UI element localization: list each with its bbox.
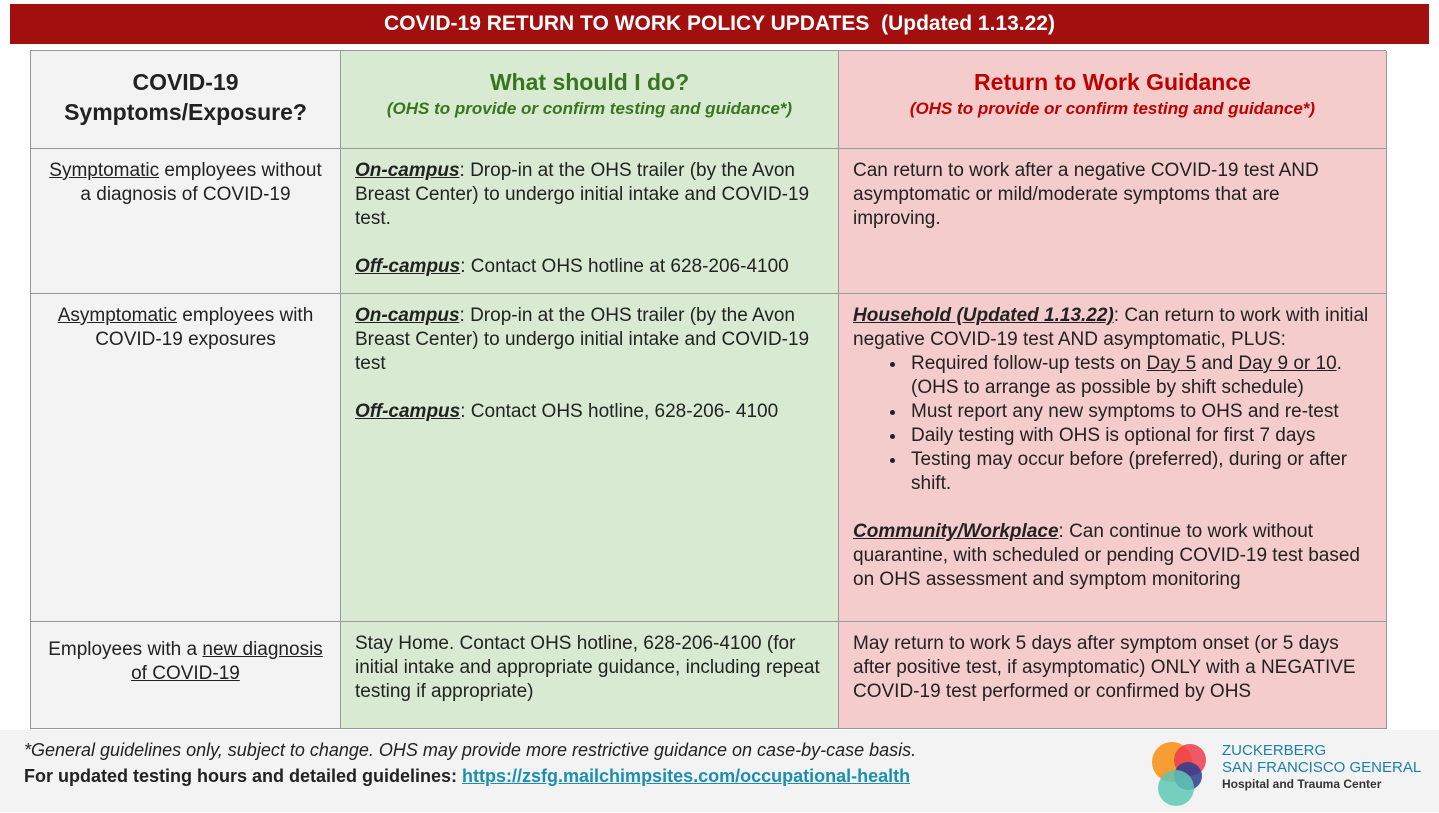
bullet-list: Required follow-up tests on Day 5 and Da… [853, 352, 1372, 496]
policy-table: COVID-19 Symptoms/Exposure? What should … [30, 50, 1387, 729]
paragraph: Off-campus: Contact OHS hotline at 628-2… [355, 255, 824, 279]
footnote: *General guidelines only, subject to cha… [24, 740, 917, 760]
paragraph: On-campus: Drop-in at the OHS trailer (b… [355, 304, 824, 376]
label: On-campus [355, 160, 460, 181]
logo-line: SAN FRANCISCO GENERAL [1222, 759, 1422, 776]
situation-cell: Employees with a new diagnosis of COVID-… [31, 622, 341, 729]
text: : Drop-in at the OHS trailer (by the Avo… [355, 305, 810, 374]
label: Off-campus [355, 256, 461, 277]
footer: *General guidelines only, subject to cha… [0, 730, 1439, 812]
text: Stay Home. Contact OHS hotline, 628-206-… [355, 633, 820, 702]
guidance-cell: Household (Updated 1.13.22): Can return … [839, 294, 1387, 622]
text: . (OHS to arrange as possible by shift s… [911, 353, 1342, 398]
label: Off-campus [355, 401, 461, 422]
header-subtitle: (OHS to provide or confirm testing and g… [909, 99, 1316, 118]
situation-cell: Asymptomatic employees with COVID-19 exp… [31, 294, 341, 622]
link-line: For updated testing hours and detailed g… [24, 766, 910, 787]
header-subtitle: (OHS to provide or confirm testing and g… [386, 99, 793, 118]
label: Household (Updated 1.13.22) [853, 305, 1114, 326]
logo-line: Hospital and Trauma Center [1222, 777, 1382, 791]
header-title: What should I do? [489, 69, 690, 95]
guidelines-link[interactable]: https://zsfg.mailchimpsites.com/occupati… [462, 766, 911, 786]
logo-mark [1152, 742, 1206, 806]
situation-cell: Symptomatic employees without a diagnosi… [31, 149, 341, 294]
bullet: Daily testing with OHS is optional for f… [907, 424, 1372, 448]
text: : Contact OHS hotline, 628-206- 4100 [460, 401, 779, 422]
situation-text: Employees with a [48, 639, 203, 660]
text: Required follow-up tests on [911, 353, 1147, 374]
paragraph: On-campus: Drop-in at the OHS trailer (b… [355, 159, 824, 231]
text: : Drop-in at the OHS trailer (by the Avo… [355, 160, 810, 229]
text: May return to work 5 days after symptom … [853, 633, 1356, 702]
header-title: COVID-19 Symptoms/Exposure? [64, 69, 307, 125]
logo-text: ZUCKERBERG SAN FRANCISCO GENERAL Hospita… [1222, 742, 1421, 793]
logo: ZUCKERBERG SAN FRANCISCO GENERAL Hospita… [1148, 738, 1438, 808]
title-bar: COVID-19 RETURN TO WORK POLICY UPDATES (… [10, 4, 1429, 44]
link-label: For updated testing hours and detailed g… [24, 766, 458, 786]
bullet: Testing may occur before (preferred), du… [907, 448, 1372, 496]
label: On-campus [355, 305, 460, 326]
text: : Can return to work with initial negati… [853, 305, 1369, 350]
underlined-term: Asymptomatic [57, 305, 178, 326]
text: and [1196, 353, 1239, 374]
underlined-term: new diagnosis of COVID-19 [131, 639, 323, 684]
bullet: Must report any new symptoms to OHS and … [907, 400, 1372, 424]
situation-text: employees without a diagnosis of COVID-1… [80, 160, 322, 205]
action-cell: Stay Home. Contact OHS hotline, 628-206-… [341, 622, 839, 729]
text: : Contact OHS hotline at 628-206-4100 [460, 256, 789, 277]
paragraph: Community/Workplace: Can continue to wor… [853, 520, 1372, 592]
header-cell: What should I do? (OHS to provide or conf… [341, 51, 839, 149]
action-cell: On-campus: Drop-in at the OHS trailer (b… [341, 294, 839, 622]
text: : Can continue to work without quarantin… [853, 521, 1360, 590]
paragraph: Household (Updated 1.13.22): Can return … [853, 304, 1372, 352]
guidance-cell: Can return to work after a negative COVI… [839, 149, 1387, 294]
bullet: Required follow-up tests on Day 5 and Da… [907, 352, 1372, 400]
action-cell: On-campus: Drop-in at the OHS trailer (b… [341, 149, 839, 294]
underlined-term: Symptomatic [49, 160, 160, 181]
situation-text: employees with COVID-19 exposures [95, 305, 314, 350]
text: Can return to work after a negative COVI… [853, 160, 1319, 229]
underlined-term: Day 9 or 10 [1238, 353, 1337, 374]
paragraph: Off-campus: Contact OHS hotline, 628-206… [355, 400, 824, 424]
label: Community/Workplace [853, 521, 1059, 542]
guidance-cell: May return to work 5 days after symptom … [839, 622, 1387, 729]
underlined-term: Day 5 [1146, 353, 1197, 374]
header-title: Return to Work Guidance [974, 69, 1251, 95]
header-cell: COVID-19 Symptoms/Exposure? [31, 51, 341, 149]
header-cell: Return to Work Guidance (OHS to provide o… [839, 51, 1387, 149]
logo-line: ZUCKERBERG [1222, 742, 1327, 759]
